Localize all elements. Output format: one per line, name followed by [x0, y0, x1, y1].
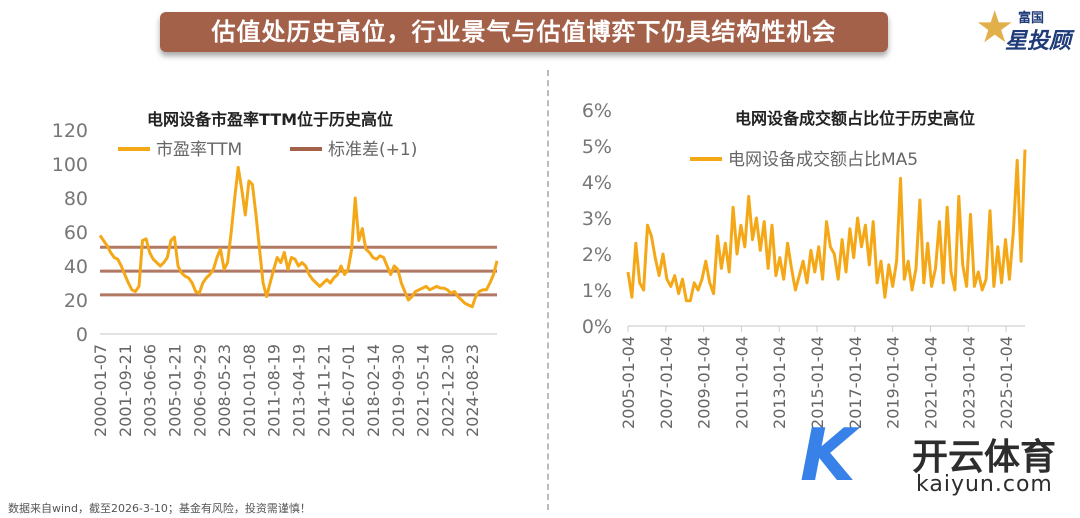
x-tick-label: 2018-02-14	[364, 344, 383, 437]
y-tick-label: 0	[76, 324, 88, 346]
x-tick-label: 2019-01-04	[884, 336, 903, 429]
panel-divider	[547, 70, 549, 510]
x-tick-label: 2005-01-04	[619, 336, 638, 429]
legend-label: 市盈率TTM	[156, 140, 242, 160]
x-tick-label: 2007-01-04	[657, 336, 676, 429]
legend-label: 电网设备成交额占比MA5	[728, 150, 918, 170]
y-tick-label: 4%	[582, 172, 612, 194]
chart-title: 电网设备成交额占比位于历史高位	[735, 109, 975, 128]
y-tick-label: 1%	[582, 280, 612, 302]
x-tick-label: 2003-06-06	[141, 344, 160, 437]
y-tick-label: 5%	[582, 136, 612, 158]
x-tick-label: 2010-01-08	[240, 344, 259, 437]
turnover-share-chart: 电网设备成交额占比位于历史高位 0% 1% 2% 3% 4% 5% 6% 2005-01-04 2…	[582, 100, 1027, 429]
x-tick-label: 2000-01-07	[91, 344, 110, 437]
x-tick-label: 2021-01-04	[921, 336, 940, 429]
x-tick-label: 2022-12-30	[438, 344, 457, 437]
x-tick-label: 2015-01-04	[808, 336, 827, 429]
series-line	[98, 165, 499, 309]
x-tick-label: 2011-08-19	[265, 344, 284, 437]
x-tick-label: 2025-01-04	[997, 336, 1016, 429]
x-tick-label: 2008-05-23	[215, 344, 234, 437]
x-tick-label: 2011-01-04	[732, 336, 751, 429]
source-note: 数据来自wind，截至2026-3-10；基金有风险，投资需谨慎！	[8, 502, 311, 515]
x-tick-label: 2014-11-21	[314, 344, 333, 437]
y-tick-label: 60	[64, 222, 88, 244]
x-tick-label: 2013-04-19	[290, 344, 309, 437]
brand-logo: ★ 富国 星投顾	[975, 2, 1075, 55]
watermark-en: kaiyun.com	[916, 472, 1053, 497]
pe-ttm-chart: 电网设备市盈率TTM位于历史高位 0 20 40 60 80 100 120 2000-01-0…	[52, 110, 499, 437]
star-icon: ★	[975, 2, 1015, 53]
y-tick-label: 100	[52, 154, 88, 176]
y-tick-label: 0%	[582, 316, 612, 338]
x-tick-label: 2019-09-30	[389, 344, 408, 437]
watermark-logo: K 开云体育 kaiyun.com	[800, 410, 1080, 510]
logo-text-bottom: 星投顾	[1005, 29, 1072, 54]
y-tick-label: 40	[64, 256, 88, 278]
x-tick-label: 2006-09-29	[190, 344, 209, 437]
legend-label: 标准差(+1)	[328, 140, 417, 160]
y-tick-label: 6%	[582, 100, 612, 122]
watermark-cn: 开云体育	[912, 437, 1057, 478]
x-tick-label: 2017-01-04	[846, 336, 865, 429]
y-tick-label: 120	[52, 120, 88, 142]
x-tick-label: 2001-09-21	[116, 344, 135, 437]
x-tick-label: 2023-01-04	[959, 336, 978, 429]
y-tick-label: 3%	[582, 208, 612, 230]
x-tick-label: 2021-05-14	[414, 344, 433, 437]
watermark-k-icon: K	[800, 413, 856, 497]
x-tick-label: 2005-01-21	[165, 344, 184, 437]
x-tick-label: 2013-01-04	[770, 336, 789, 429]
x-tick-label: 2024-08-23	[463, 344, 482, 437]
y-tick-label: 80	[64, 188, 88, 210]
series-line	[626, 149, 1027, 303]
chart-title: 电网设备市盈率TTM位于历史高位	[147, 110, 393, 129]
y-tick-label: 20	[64, 290, 88, 312]
logo-text-top: 富国	[1018, 11, 1045, 26]
x-tick-label: 2016-07-01	[339, 344, 358, 437]
x-tick-label: 2009-01-04	[695, 336, 714, 429]
page-title-banner: 估值处历史高位，行业景气与估值博弈下仍具结构性机会	[160, 12, 888, 52]
y-tick-label: 2%	[582, 244, 612, 266]
